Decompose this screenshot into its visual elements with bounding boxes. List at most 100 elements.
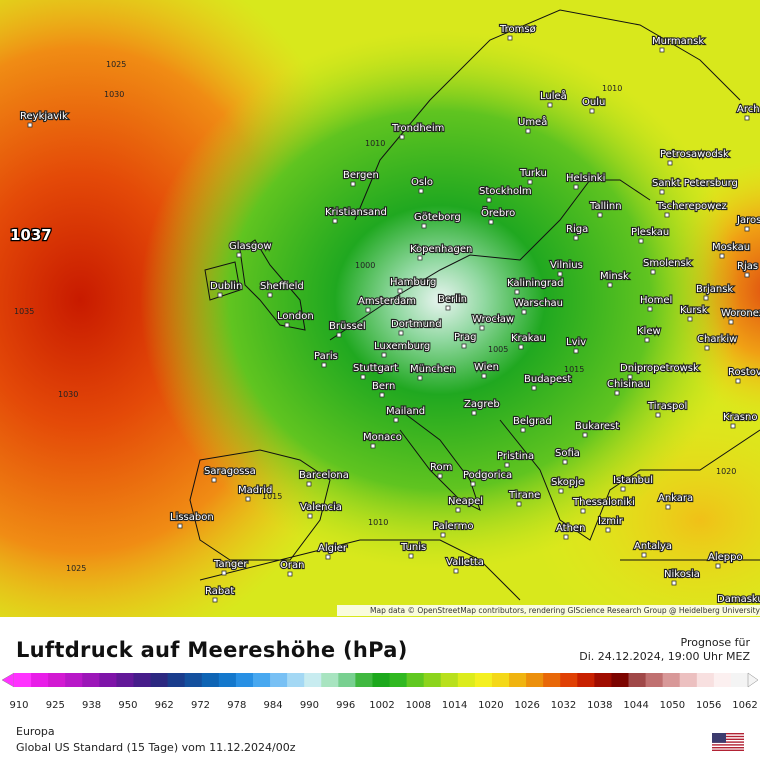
scale-tick-label: 984 <box>264 700 283 711</box>
city-marker <box>557 271 563 277</box>
city-marker <box>516 501 522 507</box>
scale-tick-label: 950 <box>118 700 137 711</box>
scale-swatch <box>218 673 237 687</box>
coastline <box>204 261 241 301</box>
city-marker <box>605 527 611 533</box>
isobar-label: 1030 <box>104 90 124 99</box>
scale-tick-label: 1014 <box>442 700 467 711</box>
coastline <box>239 239 306 331</box>
city-marker <box>527 179 533 185</box>
map-attribution: Map data © OpenStreetMap contributors, r… <box>337 605 760 616</box>
city-label: Stockholm <box>479 186 532 197</box>
city-label: Vilnius <box>550 260 583 271</box>
city-marker <box>558 488 564 494</box>
city-marker <box>620 486 626 492</box>
scale-swatch <box>321 673 339 687</box>
scale-swatch <box>167 673 186 687</box>
city-marker <box>418 188 424 194</box>
scale-swatch <box>355 673 373 687</box>
city-marker <box>212 597 218 603</box>
city-label: Dortmund <box>391 319 442 330</box>
scale-swatch <box>474 673 493 687</box>
city-marker <box>659 47 665 53</box>
scale-swatch <box>287 673 305 687</box>
city-label: Tanger <box>213 559 248 570</box>
city-marker <box>211 477 217 483</box>
city-label: Budapest <box>524 374 571 385</box>
city-label: Algier <box>318 543 348 554</box>
us-flag <box>712 733 744 751</box>
city-label: Kaliningrad <box>507 278 563 289</box>
scale-swatch <box>48 673 66 687</box>
coastlines <box>189 9 760 601</box>
city-marker <box>715 563 721 569</box>
city-label: Tirane <box>508 490 540 501</box>
scale-tick-label: 1038 <box>587 700 612 711</box>
city-marker <box>408 553 414 559</box>
scale-swatch <box>457 673 476 687</box>
city-label: Ankara <box>658 493 693 504</box>
scale-swatch <box>509 673 527 687</box>
city-label: Örebro <box>481 206 515 219</box>
city-marker <box>641 552 647 558</box>
city-marker <box>284 322 290 328</box>
city-label: Sheffield <box>260 281 304 292</box>
city-marker <box>664 212 670 218</box>
scale-tick-label: 990 <box>300 700 319 711</box>
city-label: Moskau <box>712 242 750 253</box>
city-label: Thessaloniki <box>572 497 635 508</box>
scale-swatch <box>560 673 578 687</box>
scale-swatch <box>696 673 715 687</box>
city-marker <box>687 316 693 322</box>
city-marker <box>398 330 404 336</box>
scale-tick-label: 1050 <box>660 700 685 711</box>
pressure-map: 1025 1030 1037 1035 1030 1025 1010 1015 1010 1015… <box>0 0 760 617</box>
city-marker <box>655 412 661 418</box>
city-label: Antalya <box>634 541 672 552</box>
scale-arrow-right <box>747 672 759 688</box>
city-marker <box>421 223 427 229</box>
city-marker <box>562 459 568 465</box>
city-label: Wrocław <box>472 314 514 325</box>
scale-swatch <box>252 673 271 687</box>
city-marker <box>735 378 741 384</box>
forecast-label: Prognose für <box>680 636 751 649</box>
city-label: Istanbul <box>613 475 653 486</box>
scale-tick-label: 938 <box>82 700 101 711</box>
coastline <box>499 419 760 541</box>
scale-tick-label: 962 <box>155 700 174 711</box>
city-marker <box>644 337 650 343</box>
city-label: Bergen <box>343 170 379 181</box>
isobar-label: 1030 <box>58 390 78 399</box>
city-label: Barcelona <box>299 470 349 481</box>
city-marker <box>486 197 492 203</box>
city-label: London <box>277 311 314 322</box>
city-label: Klew <box>637 326 661 337</box>
city-marker <box>573 348 579 354</box>
city-label: Pristina <box>497 451 534 462</box>
city-label: Tscherepowez <box>656 201 727 212</box>
city-marker <box>325 554 331 560</box>
city-label: Luxemburg <box>374 341 430 352</box>
city-label: Homel <box>640 295 672 306</box>
scale-tick-label: 1044 <box>623 700 648 711</box>
city-marker <box>360 374 366 380</box>
city-marker <box>177 523 183 529</box>
city-marker <box>461 343 467 349</box>
city-marker <box>417 255 423 261</box>
isobar-label: 1010 <box>368 518 388 527</box>
scale-swatch <box>338 673 356 687</box>
city-label: Krasno <box>723 412 757 423</box>
city-marker <box>580 508 586 514</box>
scale-swatch <box>389 673 408 687</box>
city-marker <box>589 108 595 114</box>
city-label: Murmansk <box>652 36 704 47</box>
coastline <box>199 539 521 601</box>
scale-tick-label: 978 <box>227 700 246 711</box>
city-marker <box>307 513 313 519</box>
scale-swatch <box>543 673 561 687</box>
city-marker <box>236 252 242 258</box>
city-label: Bern <box>372 381 395 392</box>
city-label: Athen <box>556 523 585 534</box>
city-marker <box>650 269 656 275</box>
